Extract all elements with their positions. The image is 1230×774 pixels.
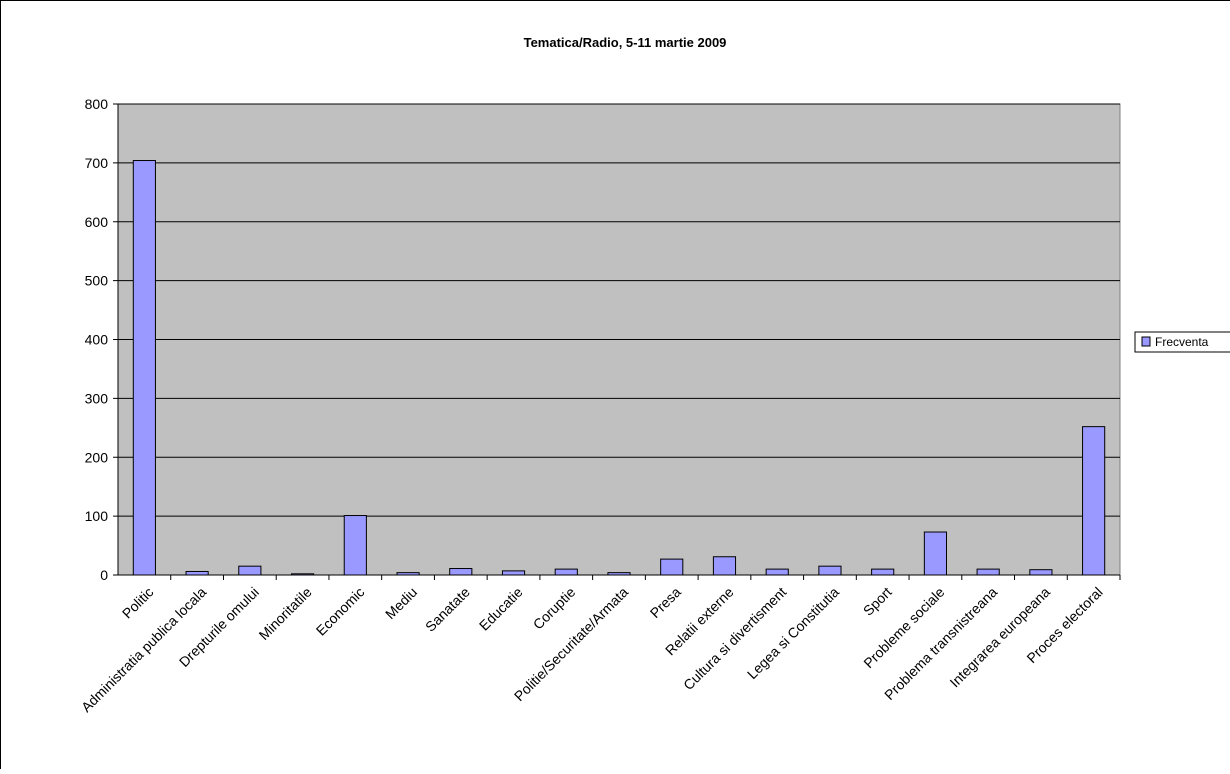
bar-14 (872, 569, 894, 575)
y-tick-label: 400 (85, 332, 109, 348)
y-tick-label: 100 (85, 508, 109, 524)
y-tick-label: 0 (100, 567, 108, 583)
bar-7 (502, 571, 524, 575)
bar-4 (344, 516, 366, 575)
bar-16 (977, 569, 999, 575)
bar-1 (186, 571, 208, 575)
bar-6 (450, 569, 472, 575)
bar-11 (713, 557, 735, 575)
bar-12 (766, 569, 788, 575)
bar-8 (555, 569, 577, 575)
y-tick-label: 500 (85, 273, 109, 289)
y-tick-label: 600 (85, 214, 109, 230)
y-axis-tick-labels: 0 100 200 300 400 500 600 700 800 (85, 96, 109, 583)
bar-15 (924, 532, 946, 575)
legend: Frecventa (1135, 332, 1230, 352)
chart-title: Tematica/Radio, 5-11 martie 2009 (524, 35, 727, 50)
bar-17 (1030, 570, 1052, 575)
y-tick-label: 800 (85, 96, 109, 112)
bar-2 (239, 566, 261, 575)
legend-label: Frecventa (1155, 335, 1209, 349)
bar-13 (819, 566, 841, 575)
y-tick-label: 200 (85, 449, 109, 465)
bar-18 (1083, 427, 1105, 575)
bar-10 (661, 559, 683, 575)
y-tick-label: 300 (85, 390, 109, 406)
bar-0 (133, 161, 155, 575)
y-tick-label: 700 (85, 155, 109, 171)
legend-swatch (1142, 337, 1150, 346)
